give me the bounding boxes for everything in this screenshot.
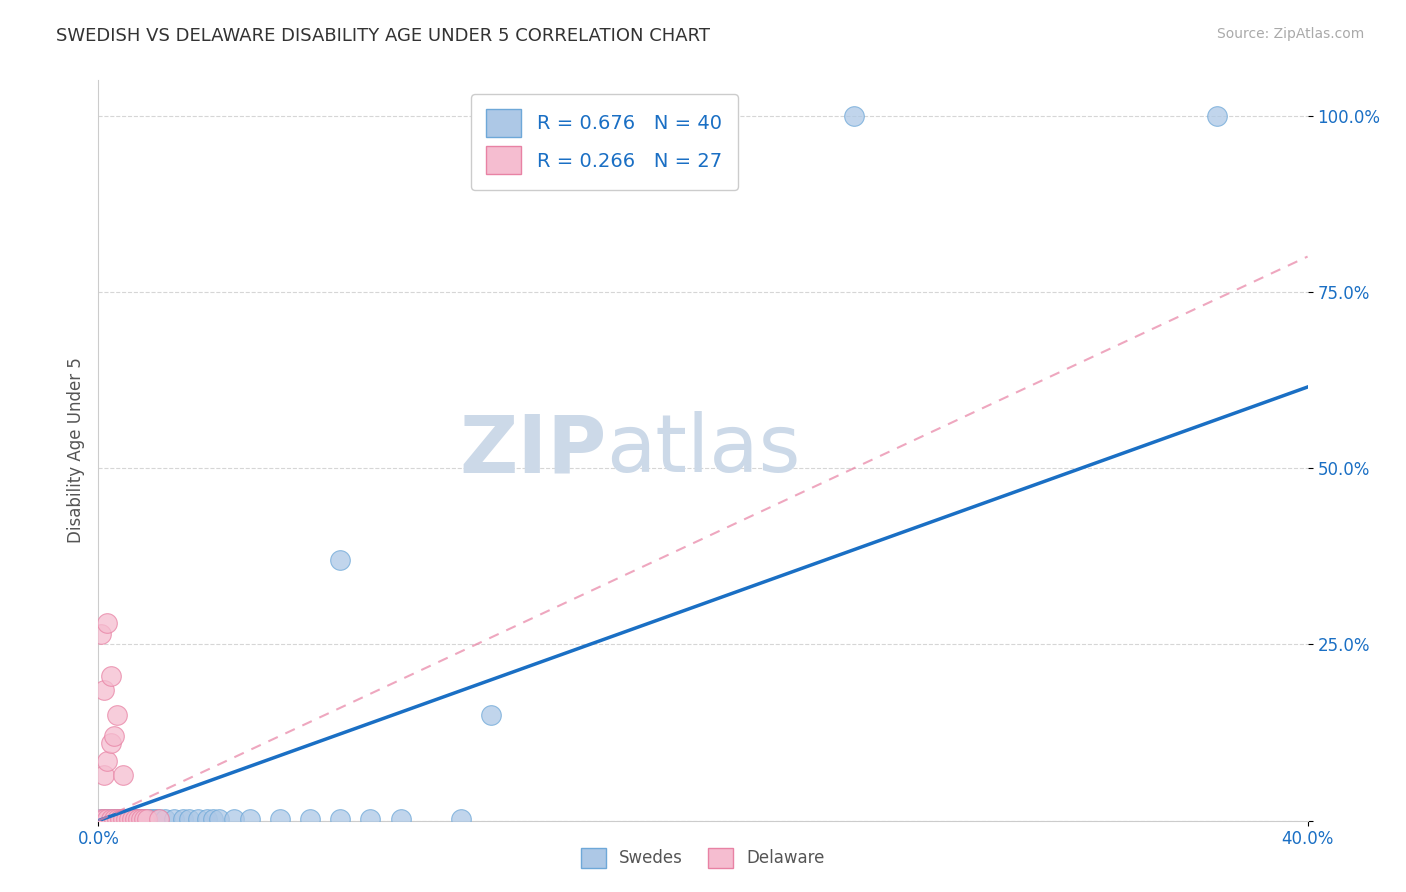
Point bbox=[105, 707, 128, 722]
Point bbox=[96, 616, 118, 631]
Point bbox=[96, 754, 118, 768]
Point bbox=[129, 812, 152, 826]
Point bbox=[111, 812, 134, 826]
Point bbox=[100, 812, 122, 826]
Point bbox=[269, 812, 291, 826]
Point bbox=[100, 812, 122, 826]
Point bbox=[93, 683, 115, 698]
Legend: Swedes, Delaware: Swedes, Delaware bbox=[575, 841, 831, 875]
Point bbox=[163, 812, 186, 826]
Point bbox=[114, 812, 136, 826]
Point bbox=[111, 768, 134, 782]
Text: ZIP: ZIP bbox=[458, 411, 606, 490]
Point bbox=[360, 812, 382, 826]
Point bbox=[329, 812, 352, 826]
Point bbox=[96, 812, 118, 826]
Point bbox=[148, 812, 170, 826]
Legend: R = 0.676   N = 40, R = 0.266   N = 27: R = 0.676 N = 40, R = 0.266 N = 27 bbox=[471, 94, 738, 190]
Text: Source: ZipAtlas.com: Source: ZipAtlas.com bbox=[1216, 27, 1364, 41]
Point bbox=[224, 812, 246, 826]
Point bbox=[208, 812, 231, 826]
Point bbox=[139, 812, 162, 826]
Point bbox=[103, 812, 125, 826]
Point bbox=[90, 812, 112, 826]
Point bbox=[153, 812, 176, 826]
Text: atlas: atlas bbox=[606, 411, 800, 490]
Point bbox=[195, 812, 218, 826]
Point bbox=[142, 812, 165, 826]
Point bbox=[118, 812, 141, 826]
Point bbox=[124, 812, 146, 826]
Point bbox=[108, 812, 131, 826]
Point bbox=[124, 812, 146, 826]
Point bbox=[329, 553, 352, 567]
Point bbox=[202, 812, 225, 826]
Point bbox=[93, 812, 115, 826]
Point bbox=[132, 812, 155, 826]
Point bbox=[105, 812, 128, 826]
Point bbox=[389, 812, 412, 826]
Point bbox=[135, 812, 157, 826]
Point bbox=[179, 812, 201, 826]
Point bbox=[114, 812, 136, 826]
Point bbox=[90, 812, 112, 826]
Point bbox=[100, 669, 122, 683]
Point bbox=[239, 812, 262, 826]
Point bbox=[844, 109, 866, 123]
Text: SWEDISH VS DELAWARE DISABILITY AGE UNDER 5 CORRELATION CHART: SWEDISH VS DELAWARE DISABILITY AGE UNDER… bbox=[56, 27, 710, 45]
Point bbox=[450, 812, 472, 826]
Point bbox=[135, 812, 157, 826]
Point bbox=[96, 812, 118, 826]
Y-axis label: Disability Age Under 5: Disability Age Under 5 bbox=[66, 358, 84, 543]
Point bbox=[121, 812, 143, 826]
Point bbox=[129, 812, 152, 826]
Point bbox=[100, 736, 122, 750]
Point bbox=[145, 812, 167, 826]
Point bbox=[105, 812, 128, 826]
Point bbox=[127, 812, 149, 826]
Point bbox=[103, 812, 125, 826]
Point bbox=[121, 812, 143, 826]
Point bbox=[90, 627, 112, 641]
Point bbox=[111, 812, 134, 826]
Point bbox=[1206, 109, 1229, 123]
Point bbox=[118, 812, 141, 826]
Point bbox=[148, 812, 170, 826]
Point bbox=[187, 812, 209, 826]
Point bbox=[93, 768, 115, 782]
Point bbox=[299, 812, 322, 826]
Point bbox=[103, 729, 125, 743]
Point bbox=[108, 812, 131, 826]
Point bbox=[172, 812, 194, 826]
Point bbox=[127, 812, 149, 826]
Point bbox=[93, 812, 115, 826]
Point bbox=[132, 812, 155, 826]
Point bbox=[481, 707, 503, 722]
